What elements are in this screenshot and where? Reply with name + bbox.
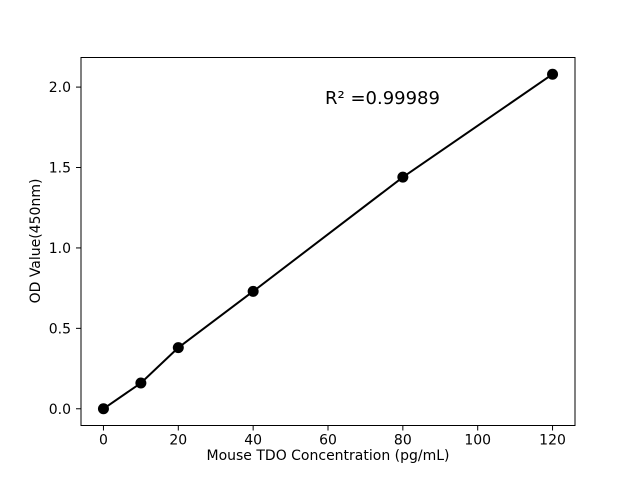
standard-curve-line (102, 73, 554, 410)
x-tick-label: 0 (99, 433, 108, 449)
x-axis-label: Mouse TDO Concentration (pg/mL) (206, 448, 450, 464)
x-tick-label: 120 (539, 433, 566, 449)
data-point-marker (397, 171, 409, 183)
x-tick-label: 40 (244, 433, 262, 449)
r-squared-annotation: R² =0.99989 (325, 88, 440, 109)
x-tick-label: 60 (319, 433, 337, 449)
x-tick-label: 20 (169, 433, 187, 449)
x-tick-label: 80 (394, 433, 412, 449)
y-tick-label: 1.0 (49, 241, 71, 257)
data-point-marker (172, 342, 184, 354)
y-tick-label: 1.5 (49, 161, 71, 177)
y-tick-label: 0.5 (49, 321, 71, 337)
y-tick-label: 0.0 (49, 402, 71, 418)
y-tick-label: 2.0 (49, 80, 71, 96)
y-axis-label: OD Value(450nm) (28, 178, 44, 304)
data-point-marker (547, 68, 559, 80)
data-point-marker (247, 285, 259, 297)
data-point-marker (97, 403, 109, 415)
data-point-marker (135, 377, 147, 389)
x-tick-label: 100 (464, 433, 491, 449)
